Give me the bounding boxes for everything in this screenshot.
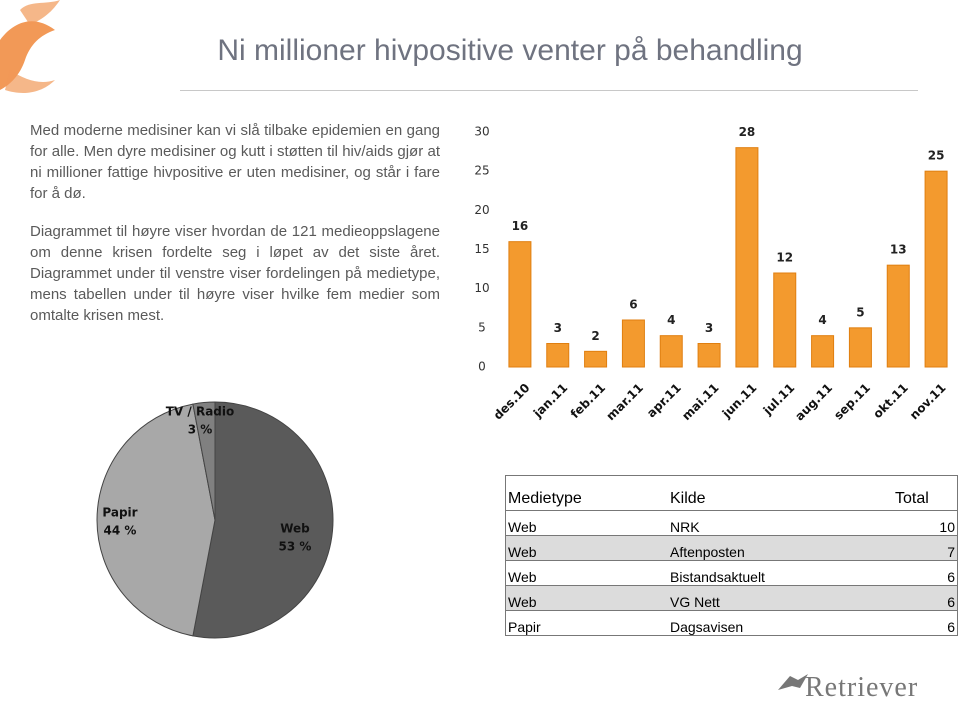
table-cell: Web <box>505 535 668 561</box>
table-cell: Web <box>505 510 668 536</box>
bar <box>811 335 835 368</box>
table-cell: Dagsavisen <box>668 610 893 636</box>
table-cell: 6 <box>893 560 958 586</box>
media-table: Medietype Kilde Total Web NRK 10 Web Aftenpo… <box>505 475 958 636</box>
pie-slice <box>192 401 334 639</box>
bar <box>697 343 721 368</box>
y-tick-label: 0 <box>478 360 486 374</box>
table-cell: Web <box>505 585 668 611</box>
bar <box>659 335 683 368</box>
pie-slice <box>96 403 216 637</box>
body-text: Med moderne medisiner kan vi slå tilbake… <box>30 120 440 343</box>
table-cell: NRK <box>668 510 893 536</box>
table-cell: Papir <box>505 610 668 636</box>
y-tick-label: 15 <box>474 242 489 256</box>
table-cell: Web <box>505 560 668 586</box>
y-tick-label: 25 <box>474 164 489 178</box>
table-row: Web Aftenposten 7 <box>505 535 958 561</box>
bar <box>508 241 532 368</box>
pie-label: Papir <box>102 506 137 520</box>
x-tick-label: jan.11 <box>530 381 570 421</box>
table-cell: VG Nett <box>668 585 893 611</box>
value-label: 3 <box>705 321 713 335</box>
x-tick-label: okt.11 <box>870 381 910 421</box>
value-label: 4 <box>818 313 826 327</box>
title-rule <box>180 90 918 91</box>
x-tick-label: aug.11 <box>792 381 835 424</box>
bar <box>546 343 570 368</box>
value-label: 28 <box>739 125 756 139</box>
x-tick-label: nov.11 <box>907 381 949 423</box>
value-label: 16 <box>512 219 529 233</box>
x-tick-label: mar.11 <box>604 381 646 423</box>
paragraph: Med moderne medisiner kan vi slå tilbake… <box>30 122 440 202</box>
table-cell: 10 <box>893 510 958 536</box>
header-cell: Total <box>895 490 929 507</box>
bar <box>621 319 645 368</box>
table-cell: Bistandsaktuelt <box>668 560 893 586</box>
table-cell: 6 <box>893 585 958 611</box>
value-label: 25 <box>928 149 945 163</box>
x-tick-label: mai.11 <box>679 381 721 423</box>
table-cell: Aftenposten <box>668 535 893 561</box>
bar <box>773 272 797 368</box>
fish-logo <box>0 0 60 93</box>
x-tick-label: apr.11 <box>644 381 684 421</box>
value-label: 6 <box>629 298 637 312</box>
pie-value-label: 44 % <box>104 524 137 538</box>
bar <box>924 170 948 368</box>
y-tick-label: 5 <box>478 320 486 334</box>
y-tick-label: 10 <box>474 281 489 295</box>
table-row: Web Bistandsaktuelt 6 <box>505 560 958 586</box>
header-cell: Medietype <box>508 490 582 507</box>
value-label: 2 <box>591 329 599 343</box>
pie-value-label: 3 % <box>188 423 213 437</box>
pie-slice <box>192 401 216 521</box>
value-label: 3 <box>554 321 562 335</box>
x-tick-label: jul.11 <box>760 381 797 418</box>
header-row: Medietype Kilde Total <box>505 475 958 511</box>
bar <box>584 350 608 368</box>
x-tick-label: feb.11 <box>568 381 608 421</box>
value-label: 4 <box>667 313 675 327</box>
pie-label: Web <box>280 522 310 536</box>
table-row: Web VG Nett 6 <box>505 585 958 611</box>
bar <box>848 327 872 368</box>
table-cell: 6 <box>893 610 958 636</box>
retriever-bird <box>778 674 808 690</box>
bar <box>886 264 910 368</box>
table-row: Papir Dagsavisen 6 <box>505 610 958 636</box>
x-tick-label: sep.11 <box>831 381 873 423</box>
slide-title: Ni millioner hivpositive venter på behan… <box>217 34 803 67</box>
value-label: 12 <box>776 251 793 265</box>
paragraph: Diagrammet til høyre viser hvordan de 12… <box>30 223 440 324</box>
bar <box>735 147 759 368</box>
logo-text: Retriever <box>805 672 919 703</box>
table-row: Web NRK 10 <box>505 510 958 536</box>
x-tick-label: jun.11 <box>719 381 760 422</box>
x-tick-label: des.10 <box>491 381 533 423</box>
header-cell: Kilde <box>670 490 706 507</box>
value-label: 13 <box>890 243 907 257</box>
pie-value-label: 53 % <box>279 540 312 554</box>
value-label: 5 <box>856 305 864 319</box>
y-tick-label: 20 <box>474 203 489 217</box>
pie-label: TV / Radio <box>166 405 235 419</box>
y-tick-label: 30 <box>474 125 489 139</box>
table-cell: 7 <box>893 535 958 561</box>
